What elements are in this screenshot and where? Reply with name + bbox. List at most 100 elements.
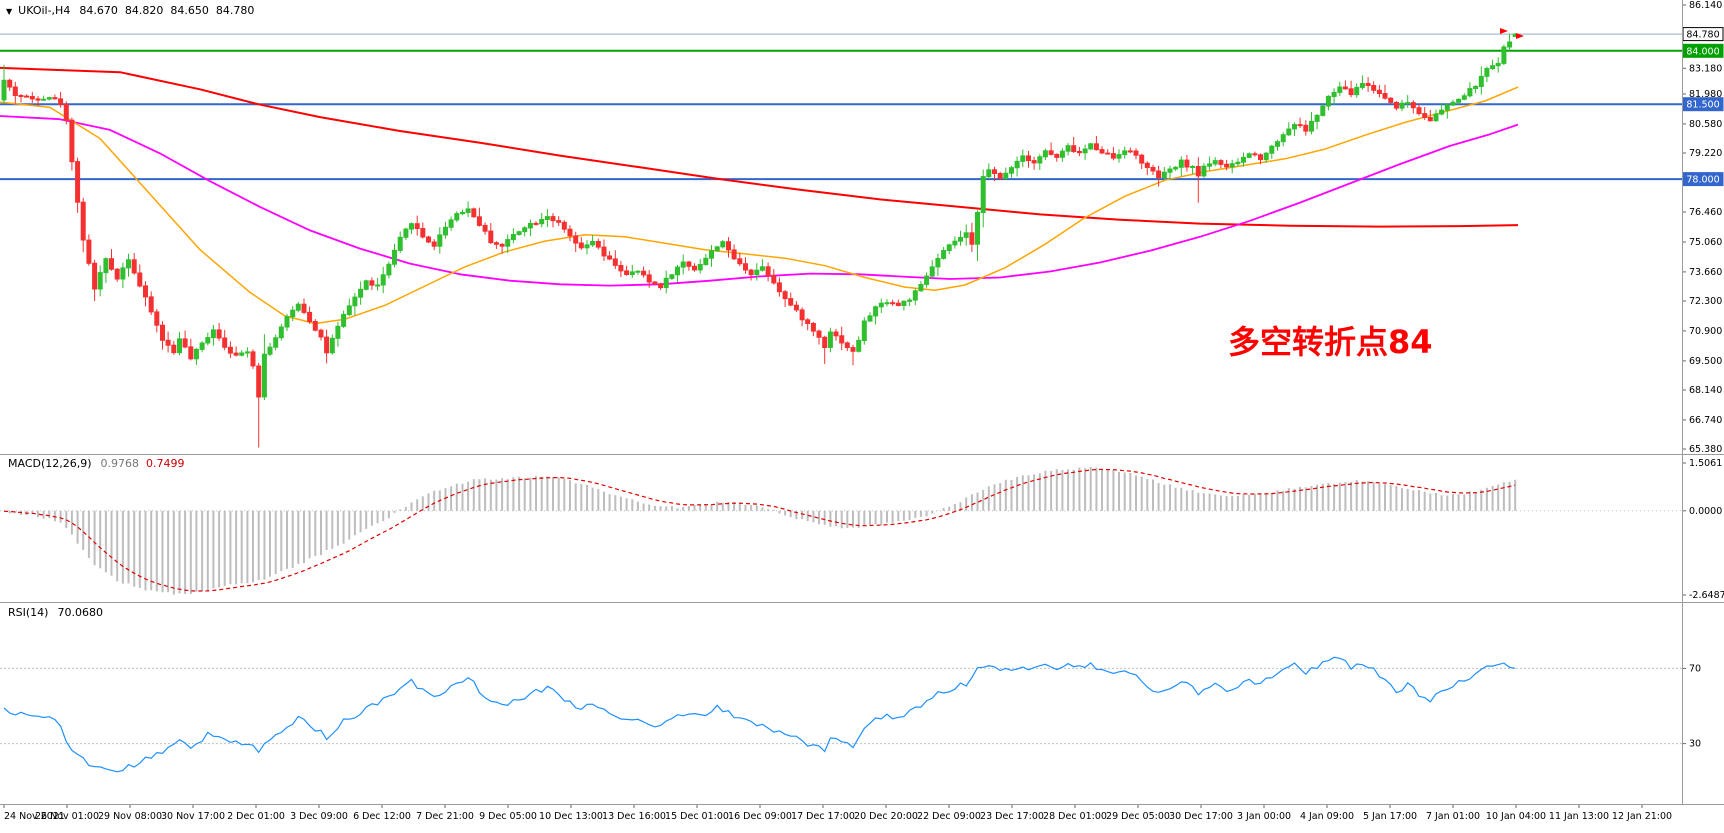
candle <box>1054 153 1060 162</box>
candle-body <box>448 219 454 228</box>
price-scale[interactable] <box>1683 0 1724 804</box>
candle-body <box>607 255 613 260</box>
candle-body <box>1399 102 1405 109</box>
candle <box>658 282 664 290</box>
candle-body <box>1376 89 1382 95</box>
candle <box>346 298 352 317</box>
candle <box>748 268 754 281</box>
candle <box>1450 99 1456 106</box>
candle-body <box>624 270 630 275</box>
price-tag-label: 81.500 <box>1686 100 1719 111</box>
candle-body <box>312 321 318 331</box>
candle-body <box>109 258 114 270</box>
candle <box>1201 163 1207 178</box>
candle <box>573 231 579 252</box>
candle-body <box>188 346 194 360</box>
candle <box>1026 150 1031 168</box>
candle <box>731 244 737 260</box>
time-label: 10 Dec 13:00 <box>539 811 603 822</box>
candle-body <box>969 232 975 245</box>
price-label: 72.300 <box>1689 296 1722 307</box>
candle <box>539 212 545 228</box>
candle-body <box>392 249 397 265</box>
candle-body <box>488 230 494 244</box>
time-label: 17 Dec 17:00 <box>791 811 855 822</box>
candle <box>788 292 794 307</box>
candle-body <box>341 313 347 327</box>
candle <box>1207 156 1213 171</box>
main-plot-group <box>0 28 1682 448</box>
time-label: 24 Nov 2021 <box>4 811 65 822</box>
candle <box>714 245 720 252</box>
chart-plot-area[interactable] <box>0 0 1682 804</box>
candle-body <box>1190 166 1196 168</box>
candle <box>188 338 194 361</box>
candle <box>250 349 256 369</box>
candle-body <box>476 216 482 226</box>
candle-body <box>510 234 516 241</box>
candle-body <box>1246 153 1252 158</box>
price-label: 83.180 <box>1689 63 1722 74</box>
candle-body <box>437 234 443 247</box>
candle <box>1473 85 1479 94</box>
candle <box>1173 166 1179 171</box>
candle <box>261 334 267 401</box>
candle <box>1314 114 1320 130</box>
candle <box>126 253 131 277</box>
candle-body <box>380 274 386 286</box>
candle-body <box>1303 124 1309 132</box>
candle <box>205 332 211 346</box>
candle <box>997 171 1003 180</box>
candle-body <box>1325 95 1331 107</box>
annotation-text[interactable]: 多空转折点84 <box>1228 323 1433 361</box>
candle-body <box>1461 95 1467 100</box>
candle-body <box>1410 102 1416 109</box>
candle <box>737 252 743 267</box>
candle <box>635 270 641 275</box>
candle <box>1405 95 1411 108</box>
candle <box>516 230 522 236</box>
candle <box>1184 155 1190 172</box>
candle-body <box>1456 98 1462 103</box>
candle-body <box>69 119 75 163</box>
candle-body <box>205 337 211 344</box>
price-label: 86.140 <box>1689 0 1722 11</box>
candle <box>652 281 658 286</box>
time-label: 3 Jan 00:00 <box>1237 811 1291 822</box>
candle <box>295 301 301 313</box>
candle-body <box>980 176 986 214</box>
candle <box>1501 44 1507 66</box>
candle-body <box>1229 163 1235 168</box>
candle <box>941 246 947 260</box>
candle <box>1258 153 1263 165</box>
candle-body <box>527 222 533 229</box>
candle <box>556 216 562 226</box>
candle <box>239 350 245 357</box>
time-scale[interactable] <box>0 804 1724 833</box>
candle <box>375 277 381 291</box>
candle-body <box>1309 120 1314 132</box>
candle-body <box>443 226 448 236</box>
candle <box>341 310 347 328</box>
candle-body <box>844 342 850 348</box>
candle-body <box>697 264 703 271</box>
candle <box>1009 165 1014 178</box>
rsi-value: 70.0680 <box>57 606 103 619</box>
candle <box>482 222 488 235</box>
candle <box>624 265 630 276</box>
candle <box>380 266 386 294</box>
candle <box>612 250 618 269</box>
candle <box>918 281 924 292</box>
price-label: 80.580 <box>1689 119 1722 130</box>
candle <box>216 323 222 341</box>
candle-body <box>114 268 120 280</box>
time-label: 3 Dec 09:00 <box>290 811 348 822</box>
time-label: 29 Nov 08:00 <box>98 811 162 822</box>
candle-body <box>1099 149 1105 154</box>
candle-body <box>409 223 414 230</box>
candle <box>493 241 499 249</box>
candle-body <box>131 259 137 274</box>
price-tag-label: 78.000 <box>1686 175 1719 186</box>
